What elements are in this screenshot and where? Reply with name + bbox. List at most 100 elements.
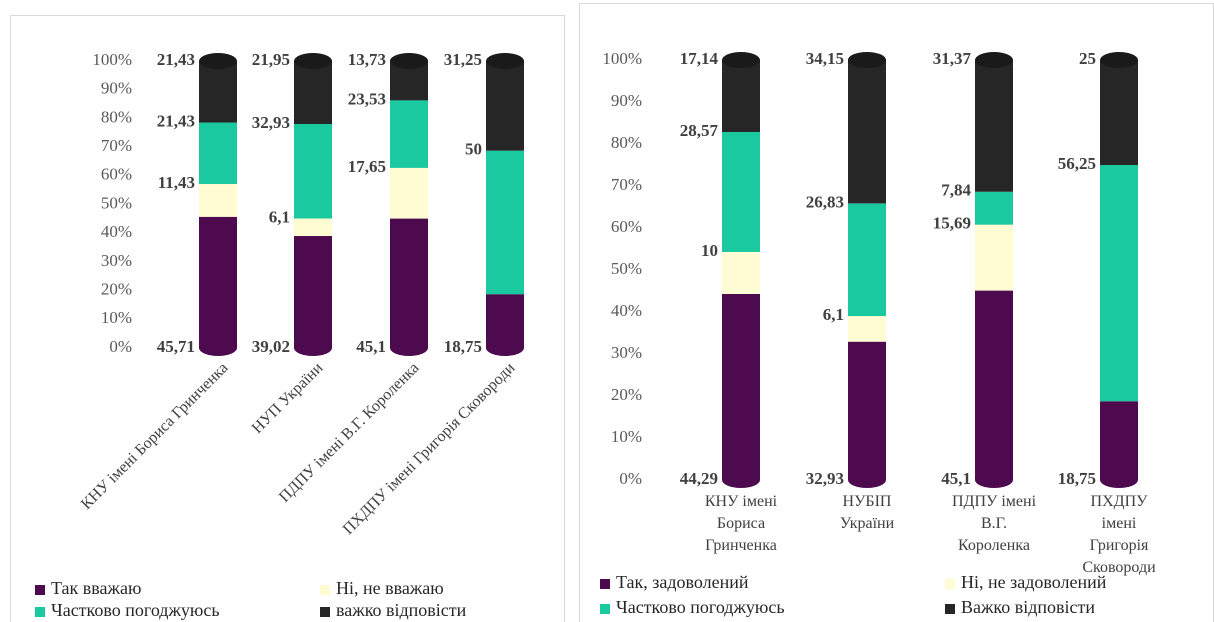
- panel-left: [10, 15, 565, 622]
- data-label: 32,93: [252, 113, 290, 132]
- bar-cap: [975, 52, 1013, 68]
- y-tick-label: 20%: [101, 280, 132, 299]
- data-label: 31,25: [444, 50, 482, 69]
- bar-segment: [722, 131, 760, 252]
- data-label: 26,83: [806, 192, 844, 211]
- bar-segment: [390, 218, 428, 348]
- bar-segment: [390, 100, 428, 168]
- legend-swatch: [600, 604, 610, 614]
- data-label: 25: [1079, 49, 1096, 68]
- y-tick-label: 30%: [101, 251, 132, 270]
- data-label: 7,84: [941, 181, 971, 200]
- y-tick-label: 0%: [109, 337, 132, 356]
- y-tick-label: 80%: [101, 107, 132, 126]
- bar-segment: [975, 290, 1013, 480]
- legend-label: Ні, не вважаю: [336, 578, 444, 598]
- y-tick-label: 0%: [619, 469, 642, 488]
- data-label: 45,1: [941, 469, 971, 488]
- data-label: 21,43: [157, 50, 195, 69]
- bar-segment: [294, 123, 332, 219]
- data-label: 45,71: [157, 337, 195, 356]
- legend-swatch: [35, 585, 45, 595]
- data-label: 18,75: [444, 337, 482, 356]
- bar-segment: [722, 60, 760, 132]
- y-tick-label: 70%: [101, 136, 132, 155]
- data-label: 21,95: [252, 50, 290, 69]
- bar-segment: [199, 216, 237, 348]
- bar-segment: [848, 341, 886, 480]
- legend-swatch: [945, 604, 955, 614]
- bar-cap: [199, 53, 237, 69]
- data-label: 28,57: [680, 121, 719, 140]
- bar-segment: [975, 191, 1013, 225]
- y-tick-label: 80%: [611, 133, 642, 152]
- y-tick-label: 20%: [611, 385, 642, 404]
- y-tick-label: 50%: [611, 259, 642, 278]
- bar-segment: [199, 184, 237, 217]
- legend-label: важко відповісти: [336, 600, 467, 620]
- legend-label: Ні, не задоволений: [961, 572, 1107, 592]
- data-label: 39,02: [252, 337, 290, 356]
- legend-label: Частково погоджуюсь: [616, 597, 785, 617]
- data-label: 15,69: [933, 214, 971, 233]
- data-label: 32,93: [806, 469, 844, 488]
- bar-segment: [1100, 60, 1138, 165]
- y-tick-label: 100%: [92, 50, 132, 69]
- bar-cap: [722, 52, 760, 68]
- data-label: 45,1: [356, 337, 386, 356]
- y-tick-label: 50%: [101, 193, 132, 212]
- data-label: 6,1: [269, 207, 290, 226]
- legend-label: Так вважаю: [51, 578, 141, 598]
- x-tick-label: ПДПУ імені В.Г. Короленка: [952, 493, 1037, 554]
- y-tick-label: 100%: [602, 49, 642, 68]
- legend-label: Частково погоджуюсь: [51, 600, 220, 620]
- bar-segment: [848, 203, 886, 317]
- bar-segment: [486, 294, 524, 348]
- bar-segment: [294, 218, 332, 237]
- bar-cap: [294, 53, 332, 69]
- y-tick-label: 40%: [101, 222, 132, 241]
- bar-segment: [294, 236, 332, 348]
- x-tick-label: КНУ імені Бориса Гринченка: [705, 493, 778, 554]
- bar-segment: [975, 60, 1013, 192]
- bar-segment: [199, 122, 237, 185]
- data-label: 44,29: [680, 469, 718, 488]
- bar-segment: [294, 61, 332, 124]
- y-tick-label: 70%: [611, 175, 642, 194]
- bar-segment: [390, 167, 428, 219]
- legend-swatch: [945, 579, 955, 589]
- data-label: 31,37: [933, 49, 972, 68]
- bar-cap: [848, 51, 886, 68]
- bar-cap: [390, 52, 428, 69]
- data-label: 13,73: [348, 50, 386, 69]
- bar-segment: [848, 59, 886, 204]
- bar-segment: [486, 61, 524, 151]
- x-tick-label: НУБІП України: [840, 493, 895, 532]
- y-tick-label: 60%: [611, 217, 642, 236]
- data-label: 6,1: [823, 305, 844, 324]
- bar-segment: [722, 251, 760, 294]
- data-label: 23,53: [348, 89, 386, 108]
- legend-label: Так, задоволений: [616, 572, 749, 592]
- y-tick-label: 10%: [611, 427, 642, 446]
- y-tick-label: 40%: [611, 301, 642, 320]
- bar-cap: [1100, 52, 1138, 68]
- data-label: 11,43: [158, 173, 195, 192]
- data-label: 21,43: [157, 111, 195, 130]
- bar-segment: [1100, 401, 1138, 480]
- bar-segment: [486, 150, 524, 295]
- y-tick-label: 30%: [611, 343, 642, 362]
- legend-swatch: [320, 585, 330, 595]
- legend-swatch: [35, 607, 45, 617]
- data-label: 17,65: [348, 157, 386, 176]
- x-tick-label: ПХДПУ імені Григорія Сковороди: [1082, 493, 1156, 576]
- data-label: 50: [465, 140, 482, 159]
- legend-swatch: [600, 579, 610, 589]
- data-label: 17,14: [680, 49, 719, 68]
- data-label: 34,15: [806, 49, 844, 68]
- bar-segment: [1100, 165, 1138, 402]
- legend-label: Важко відповісти: [961, 597, 1095, 617]
- y-tick-label: 60%: [101, 165, 132, 184]
- bar-segment: [722, 293, 760, 480]
